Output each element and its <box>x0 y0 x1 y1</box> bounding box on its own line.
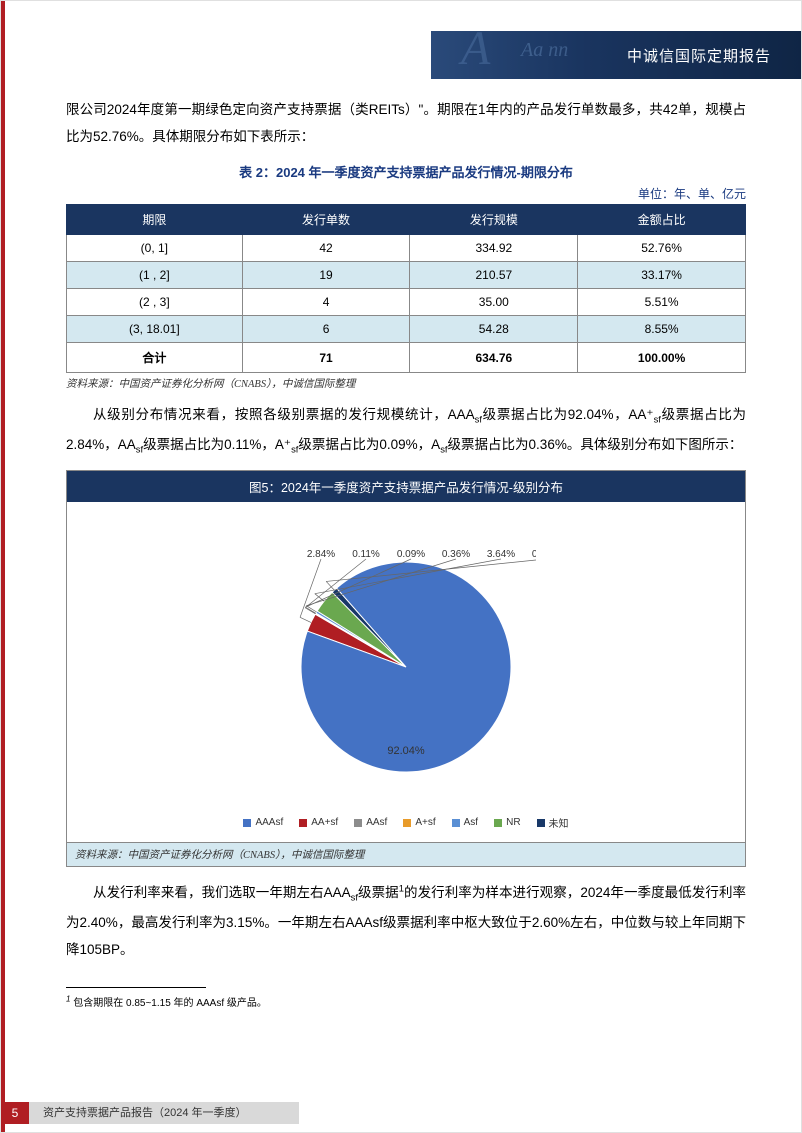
table-header-row: 期限 发行单数 发行规模 金额占比 <box>67 205 746 235</box>
legend-swatch <box>537 819 545 827</box>
svg-text:0.36%: 0.36% <box>442 549 470 560</box>
paragraph-1: 限公司2024年度第一期绿色定向资产支持票据（类REITs）"。期限在1年内的产… <box>66 96 746 150</box>
chart5-title: 图5：2024年一季度资产支持票据产品发行情况-级别分布 <box>67 471 745 502</box>
footnote-text: 包含期限在 0.85~1.15 年的 AAAsf 级产品。 <box>70 998 266 1009</box>
cell: 合计 <box>67 343 243 373</box>
svg-text:0.09%: 0.09% <box>397 549 425 560</box>
header-banner: 中诚信国际定期报告 <box>431 31 801 79</box>
legend-label: 未知 <box>549 815 569 830</box>
table2: 期限 发行单数 发行规模 金额占比 (0, 1] 42 334.92 52.76… <box>66 204 746 373</box>
paragraph-2: 从级别分布情况来看，按照各级别票据的发行规模统计，AAAsf级票据占比为92.0… <box>66 401 746 460</box>
text: 从发行利率来看，我们选取一年期左右AAA <box>93 885 351 900</box>
table-row: (1 , 2] 19 210.57 33.17% <box>67 262 746 289</box>
chart5-container: 图5：2024年一季度资产支持票据产品发行情况-级别分布 92.04% 2.84%… <box>66 470 746 867</box>
cell: 35.00 <box>410 289 578 316</box>
col-header: 期限 <box>67 205 243 235</box>
text: 级票据占比为92.04%，AA⁺ <box>482 407 654 422</box>
cell: 19 <box>242 262 410 289</box>
text: 级票据占比为0.36%。具体级别分布如下图所示： <box>448 437 743 452</box>
cell: 71 <box>242 343 410 373</box>
page-footer: 5 资产支持票据产品报告（2024 年一季度） <box>1 1102 299 1124</box>
svg-text:0.11%: 0.11% <box>352 549 380 560</box>
chart5-source: 资料来源：中国资产证券化分析网（CNABS），中诚信国际整理 <box>67 842 745 866</box>
legend-item: 未知 <box>537 815 569 830</box>
table-row-total: 合计 71 634.76 100.00% <box>67 343 746 373</box>
pie-svg: 92.04% 2.84% 0.11% 0.09% 0.36% 3.64% 0.92% <box>276 547 536 777</box>
text: 级票据占比为0.11%，A⁺ <box>143 437 291 452</box>
cell: 334.92 <box>410 235 578 262</box>
text: 级票据 <box>358 885 399 900</box>
cell: (3, 18.01] <box>67 316 243 343</box>
legend-swatch <box>243 819 251 827</box>
chart-legend: AAAsf AA+sf AAsf A+sf Asf NR 未知 <box>67 815 745 830</box>
legend-label: AA+sf <box>311 817 338 828</box>
cell: 6 <box>242 316 410 343</box>
table2-caption: 表 2：2024 年一季度资产支持票据产品发行情况-期限分布 <box>66 162 746 181</box>
table-row: (0, 1] 42 334.92 52.76% <box>67 235 746 262</box>
footer-title: 资产支持票据产品报告（2024 年一季度） <box>29 1102 299 1124</box>
legend-item: AAAsf <box>243 815 283 830</box>
legend-label: Asf <box>464 817 478 828</box>
legend-item: NR <box>494 815 520 830</box>
legend-item: Asf <box>452 815 478 830</box>
legend-swatch <box>494 819 502 827</box>
legend-swatch <box>403 819 411 827</box>
col-header: 发行单数 <box>242 205 410 235</box>
legend-swatch <box>354 819 362 827</box>
legend-label: A+sf <box>415 817 435 828</box>
svg-text:92.04%: 92.04% <box>387 745 425 757</box>
cell: 52.76% <box>578 235 746 262</box>
cell: (1 , 2] <box>67 262 243 289</box>
content-area: 限公司2024年度第一期绿色定向资产支持票据（类REITs）"。期限在1年内的产… <box>66 96 746 1087</box>
svg-text:0.92%: 0.92% <box>532 549 536 560</box>
footnote: 1 包含期限在 0.85~1.15 年的 AAAsf 级产品。 <box>66 994 746 1009</box>
col-header: 金额占比 <box>578 205 746 235</box>
footnote-separator <box>66 987 206 988</box>
cell: 210.57 <box>410 262 578 289</box>
cell: 42 <box>242 235 410 262</box>
legend-swatch <box>452 819 460 827</box>
cell: 54.28 <box>410 316 578 343</box>
svg-text:3.64%: 3.64% <box>487 549 515 560</box>
cell: 8.55% <box>578 316 746 343</box>
legend-label: NR <box>506 817 520 828</box>
table2-source: 资料来源：中国资产证券化分析网（CNABS），中诚信国际整理 <box>66 376 746 391</box>
page: 中诚信国际定期报告 限公司2024年度第一期绿色定向资产支持票据（类REITs）… <box>0 0 802 1133</box>
cell: 4 <box>242 289 410 316</box>
legend-label: AAAsf <box>255 817 283 828</box>
col-header: 发行规模 <box>410 205 578 235</box>
chart5-body: 92.04% 2.84% 0.11% 0.09% 0.36% 3.64% 0.92% AAA… <box>67 502 745 842</box>
table-row: (2 , 3] 4 35.00 5.51% <box>67 289 746 316</box>
page-number: 5 <box>1 1102 29 1124</box>
left-border-accent <box>1 1 5 1132</box>
text: 级票据占比为0.09%，A <box>298 437 440 452</box>
pie-chart: 92.04% 2.84% 0.11% 0.09% 0.36% 3.64% 0.92% <box>276 547 536 782</box>
header-title: 中诚信国际定期报告 <box>627 45 771 66</box>
legend-swatch <box>299 819 307 827</box>
svg-text:2.84%: 2.84% <box>307 549 335 560</box>
legend-label: AAsf <box>366 817 387 828</box>
table-row: (3, 18.01] 6 54.28 8.55% <box>67 316 746 343</box>
paragraph-3: 从发行利率来看，我们选取一年期左右AAAsf级票据1的发行利率为样本进行观察，2… <box>66 879 746 963</box>
legend-item: A+sf <box>403 815 435 830</box>
table2-unit: 单位：年、单、亿元 <box>66 185 746 202</box>
cell: 634.76 <box>410 343 578 373</box>
legend-item: AA+sf <box>299 815 338 830</box>
text: 从级别分布情况来看，按照各级别票据的发行规模统计，AAA <box>93 407 475 422</box>
legend-item: AAsf <box>354 815 387 830</box>
cell: 5.51% <box>578 289 746 316</box>
cell: 33.17% <box>578 262 746 289</box>
cell: (0, 1] <box>67 235 243 262</box>
cell: 100.00% <box>578 343 746 373</box>
cell: (2 , 3] <box>67 289 243 316</box>
